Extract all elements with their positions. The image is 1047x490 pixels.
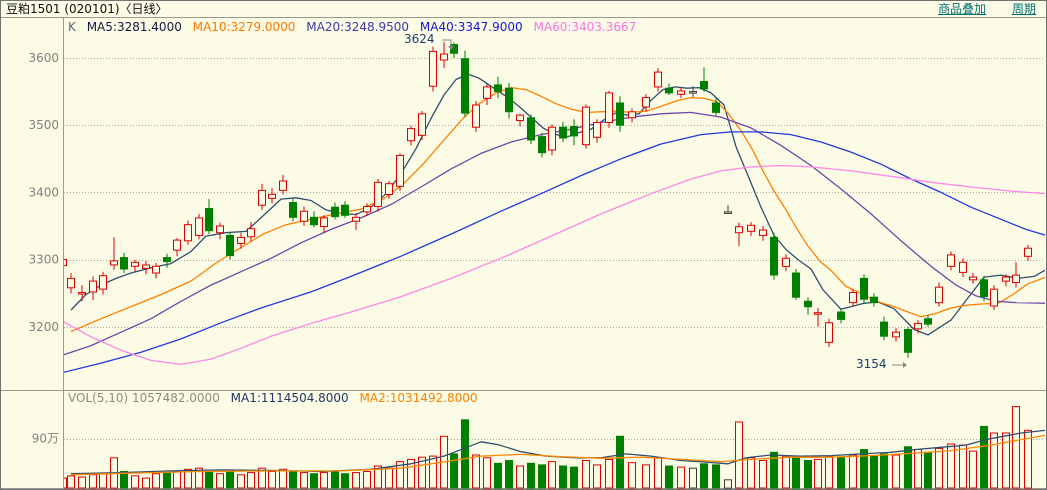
vol-value: VOL(5,10) 1057482.0000	[68, 391, 220, 405]
ma-line-ma60	[64, 164, 1045, 366]
ma20-value: MA20:3248.9500	[306, 20, 410, 34]
y-axis-tick: 3300	[28, 253, 59, 267]
candlestick-series	[64, 41, 1032, 358]
annotation-arrows	[442, 39, 907, 368]
high-annotation-arrowhead	[448, 46, 454, 50]
ma10-value: MA10:3279.0000	[192, 20, 296, 34]
pane-frame	[1, 18, 1046, 489]
ma-line-ma5	[70, 73, 1045, 336]
volume-series	[64, 406, 1032, 489]
k-label: K	[68, 20, 76, 34]
ma-line-ma40	[64, 131, 1045, 373]
ma40-value: MA40:3347.9000	[419, 20, 523, 34]
gridlines: 3600 3500 3400 3300 3200 90万	[28, 51, 1045, 446]
volume-axis-tick: 90万	[32, 432, 59, 446]
y-axis-tick: 3200	[28, 320, 59, 334]
high-price-annotation: 3624	[404, 32, 435, 46]
low-price-annotation: 3154	[856, 357, 887, 371]
titlebar-links: 商品叠加 周期	[916, 1, 1036, 17]
y-axis-tick: 3500	[28, 118, 59, 132]
title-bar: 豆粕1501 (020101)〈日线〉 商品叠加 周期	[1, 1, 1046, 18]
y-axis-tick: 3400	[28, 185, 59, 199]
period-link[interactable]: 周期	[1011, 2, 1036, 16]
y-axis-tick: 3600	[28, 51, 59, 65]
ma5-value: MA5:3281.4000	[86, 20, 182, 34]
vol-ma1-value: MA1:1114504.8000	[230, 391, 349, 405]
ma-line-ma10	[70, 86, 1045, 333]
volume-ma-lines	[70, 429, 1045, 476]
vol-ma-line-volma2	[70, 434, 1045, 476]
commodity-overlay-link[interactable]: 商品叠加	[938, 2, 987, 16]
low-annotation-arrowhead	[903, 362, 907, 368]
ma-indicator-row: K MA5:3281.4000 MA10:3279.0000 MA20:3248…	[68, 21, 643, 34]
high-annotation-arrow	[442, 39, 452, 46]
ma60-value: MA60:3403.3667	[533, 20, 637, 34]
volume-indicator-row: VOL(5,10) 1057482.0000 MA1:1114504.8000 …	[68, 392, 485, 405]
vol-ma2-value: MA2:1031492.8000	[359, 391, 478, 405]
page-title: 豆粕1501 (020101)〈日线〉	[6, 2, 168, 16]
